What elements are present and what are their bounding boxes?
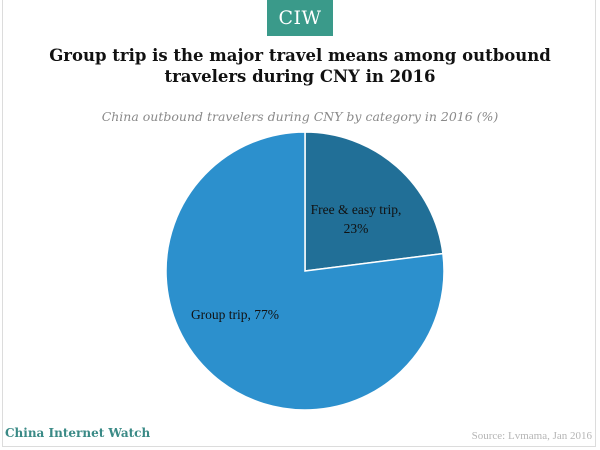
pie-slices	[165, 131, 445, 411]
pie-slice-free-easy-trip	[304, 131, 444, 272]
chart-subtitle: China outbound travelers during CNY by c…	[101, 109, 499, 124]
pie-label-free-easy-trip: Free & easy trip, 23%	[311, 202, 402, 236]
pie-slice-group-trip	[165, 131, 445, 411]
chart-title: Group trip is the major travel means amo…	[49, 46, 551, 86]
pie-labels: Free & easy trip, 23% Group trip, 77%	[191, 202, 401, 322]
footer-brand: China Internet Watch	[5, 426, 151, 440]
pie-label-group-trip: Group trip, 77%	[191, 307, 279, 322]
footer-source: Source: Lvmama, Jan 2016	[471, 430, 592, 442]
ciw-logo: CIW	[267, 0, 333, 36]
